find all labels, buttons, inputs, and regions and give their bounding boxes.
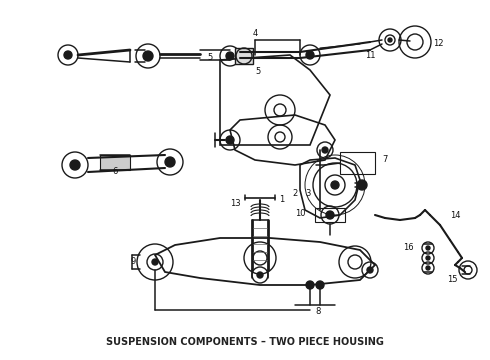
Bar: [100, 155, 130, 170]
Text: 15: 15: [447, 275, 457, 284]
Text: 4: 4: [252, 28, 258, 37]
Circle shape: [143, 51, 153, 61]
Circle shape: [322, 147, 328, 153]
Circle shape: [388, 38, 392, 42]
Text: 6: 6: [112, 167, 118, 176]
Text: 2: 2: [293, 189, 297, 198]
Circle shape: [306, 281, 314, 289]
Text: 7: 7: [382, 156, 388, 165]
Text: 16: 16: [403, 243, 413, 252]
Bar: [340, 152, 375, 174]
Circle shape: [367, 267, 373, 273]
Circle shape: [226, 136, 234, 144]
Circle shape: [306, 51, 314, 59]
Text: 5: 5: [255, 68, 261, 77]
Text: 8: 8: [315, 307, 320, 316]
Text: 12: 12: [433, 40, 443, 49]
Circle shape: [165, 157, 175, 167]
Circle shape: [70, 160, 80, 170]
Text: 9: 9: [130, 257, 136, 266]
Circle shape: [426, 266, 430, 270]
Text: SUSPENSION COMPONENTS – TWO PIECE HOUSING: SUSPENSION COMPONENTS – TWO PIECE HOUSIN…: [106, 337, 384, 347]
Bar: [315, 208, 345, 222]
Text: 13: 13: [230, 198, 240, 207]
Circle shape: [64, 51, 72, 59]
Text: 14: 14: [450, 211, 460, 220]
Circle shape: [426, 246, 430, 250]
Circle shape: [152, 259, 158, 265]
Circle shape: [357, 180, 367, 190]
Circle shape: [316, 281, 324, 289]
Circle shape: [226, 52, 234, 60]
Circle shape: [331, 181, 339, 189]
Text: 3: 3: [305, 189, 311, 198]
Text: 10: 10: [295, 208, 305, 217]
Circle shape: [326, 211, 334, 219]
Text: 1: 1: [279, 195, 285, 204]
Text: 11: 11: [365, 50, 375, 59]
Circle shape: [426, 256, 430, 260]
Text: 5: 5: [207, 53, 213, 62]
Circle shape: [257, 272, 263, 278]
Bar: [235, 48, 253, 64]
